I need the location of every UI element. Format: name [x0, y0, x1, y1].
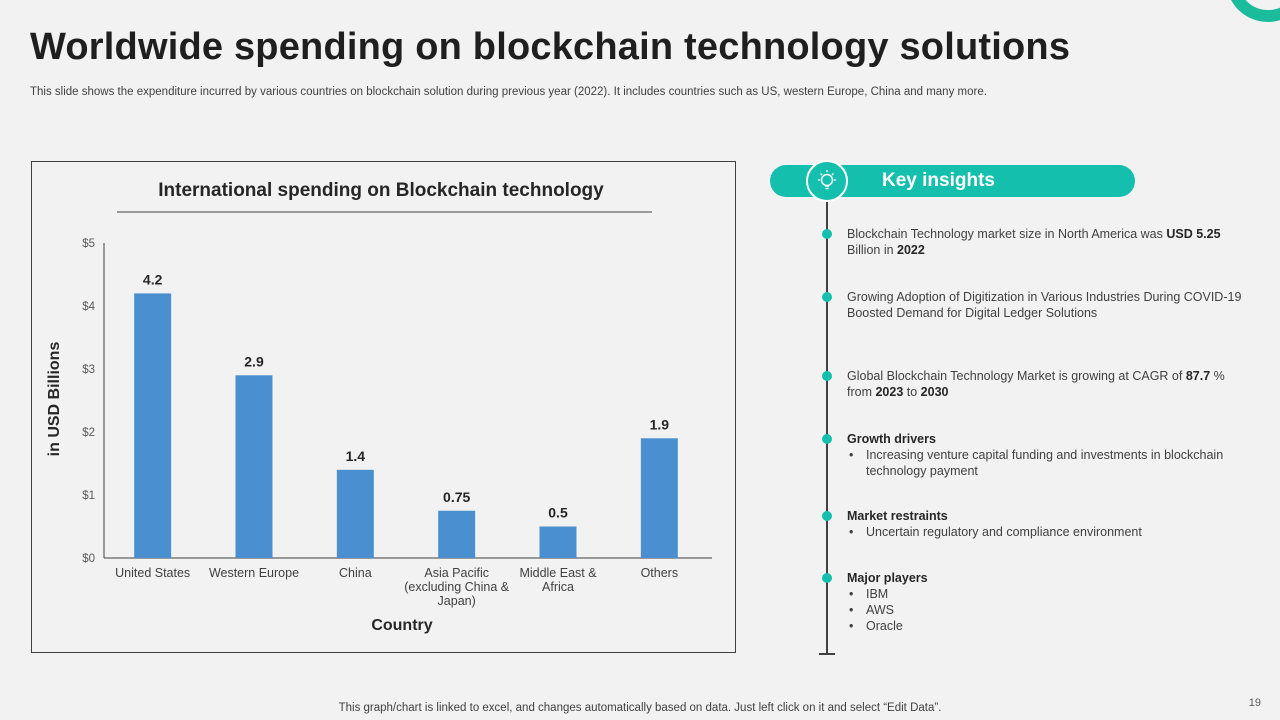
- timeline-dot: [822, 229, 832, 239]
- lightbulb-icon: [818, 170, 836, 190]
- data-label: 4.2: [143, 271, 163, 287]
- bar: [438, 510, 476, 558]
- chart-title: International spending on Blockchain tec…: [158, 180, 604, 201]
- insight-text: Growing Adoption of Digitization in Vari…: [847, 290, 1242, 320]
- x-tick-label: United States: [115, 566, 190, 580]
- x-tick-label-line: (excluding China &: [404, 580, 510, 594]
- bar: [336, 469, 374, 558]
- x-tick-label-line: Japan): [438, 594, 476, 608]
- timeline-end-cap: [819, 653, 835, 655]
- timeline-line: [826, 202, 828, 654]
- timeline-dot: [822, 511, 832, 521]
- insight-text: % from: [847, 369, 1225, 399]
- y-tick-label: $2: [82, 427, 95, 439]
- timeline-dot: [822, 573, 832, 583]
- data-label: 2.9: [244, 353, 264, 369]
- insight-bullet: IBM: [847, 586, 1247, 602]
- insight-text: 2030: [920, 385, 949, 399]
- insight-text: 2022: [897, 243, 925, 257]
- x-tick-label-line: Others: [641, 566, 679, 580]
- bar-chart-svg: International spending on Blockchain tec…: [46, 180, 712, 634]
- x-tick-label-line: Africa: [542, 580, 574, 594]
- bar: [134, 293, 172, 558]
- x-tick-label: Asia Pacific (excluding China & Japan): [404, 566, 510, 608]
- timeline-dot: [822, 292, 832, 302]
- data-label: 0.75: [443, 489, 470, 505]
- key-insights-title: Key insights: [882, 170, 995, 191]
- timeline-dot: [822, 371, 832, 381]
- insight-bullet: Oracle: [847, 618, 1247, 634]
- insight-bullets: IBMAWSOracle: [847, 586, 1247, 634]
- insight-item: Major playersIBMAWSOracle: [847, 570, 1247, 634]
- bar-chart[interactable]: International spending on Blockchain tec…: [31, 161, 736, 653]
- y-tick-label: $3: [82, 364, 95, 376]
- page-title: Worldwide spending on blockchain technol…: [30, 26, 1071, 68]
- footer-note: This graph/chart is linked to excel, and…: [338, 702, 942, 714]
- x-tick-label: China: [339, 566, 372, 580]
- insight-bullet: AWS: [847, 602, 1247, 618]
- insight-text: 2023: [875, 385, 904, 399]
- lightbulb-badge: [806, 160, 848, 202]
- bar: [640, 438, 678, 558]
- insight-text: Blockchain Technology market size in Nor…: [847, 227, 1167, 241]
- y-tick-label: $1: [82, 490, 95, 502]
- page-number: 19: [1248, 697, 1261, 709]
- plot-area: $0 $1 $2 $3 $4 $5 4.2 United States 2.9 Western E…: [82, 238, 712, 608]
- y-tick-label: $5: [82, 238, 95, 250]
- x-tick-label-line: China: [339, 566, 372, 580]
- y-axis-title: in USD Billions: [46, 342, 63, 457]
- insight-text: Global Blockchain Technology Market is g…: [847, 369, 1186, 383]
- timeline-dot: [822, 434, 832, 444]
- insight-item: Market restraintsUncertain regulatory an…: [847, 508, 1247, 540]
- insight-text: Billion in: [847, 243, 898, 257]
- data-label: 1.4: [346, 448, 366, 464]
- insight-bullet: Increasing venture capital funding and i…: [847, 447, 1247, 479]
- data-label: 1.9: [650, 416, 670, 432]
- page-subtitle: This slide shows the expenditure incurre…: [30, 86, 987, 98]
- insight-text: USD 5.25: [1166, 227, 1221, 241]
- y-tick-label: $0: [82, 553, 95, 565]
- insight-text: to: [903, 385, 921, 399]
- x-tick-label-line: Asia Pacific: [424, 566, 489, 580]
- insight-heading: Major players: [847, 571, 928, 585]
- insight-text: 87.7: [1185, 369, 1211, 383]
- x-axis-title: Country: [371, 617, 432, 634]
- y-tick-label: $4: [82, 301, 95, 313]
- insight-item: Growing Adoption of Digitization in Vari…: [847, 289, 1247, 321]
- bar: [235, 375, 273, 558]
- insight-item: Blockchain Technology market size in Nor…: [847, 226, 1247, 258]
- x-tick-label: Others: [641, 566, 679, 580]
- insight-heading: Market restraints: [847, 509, 948, 523]
- insight-bullet: Uncertain regulatory and compliance envi…: [847, 524, 1247, 540]
- insight-item: Growth driversIncreasing venture capital…: [847, 431, 1247, 479]
- insight-bullets: Uncertain regulatory and compliance envi…: [847, 524, 1247, 540]
- data-label: 0.5: [548, 505, 568, 521]
- insight-bullets: Increasing venture capital funding and i…: [847, 447, 1247, 479]
- x-tick-label-line: Western Europe: [209, 566, 299, 580]
- x-tick-label-line: Middle East &: [519, 566, 597, 580]
- decorative-ring: [1226, 0, 1280, 22]
- insight-item: Global Blockchain Technology Market is g…: [847, 368, 1247, 400]
- bar: [539, 526, 577, 558]
- x-tick-label-line: United States: [115, 566, 190, 580]
- x-tick-label: Middle East & Africa: [519, 566, 597, 594]
- x-tick-label: Western Europe: [209, 566, 299, 580]
- insight-heading: Growth drivers: [847, 432, 936, 446]
